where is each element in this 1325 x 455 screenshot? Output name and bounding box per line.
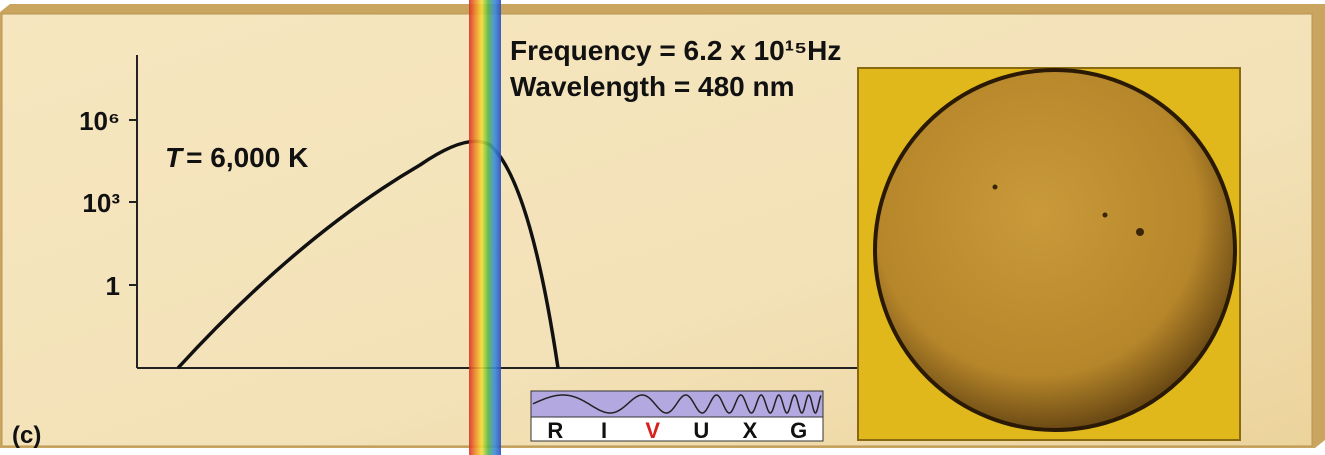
spectrum-wave	[532, 394, 822, 414]
temperature-symbol: T	[165, 142, 185, 173]
band-label: G	[790, 418, 807, 443]
frequency: Frequency = 6.2 x 10¹⁵Hz	[510, 35, 841, 66]
band-label: V	[645, 418, 660, 443]
sunspot	[1136, 228, 1144, 236]
band-label: U	[693, 418, 709, 443]
band-label: I	[601, 418, 607, 443]
sunspot	[992, 184, 998, 190]
tick-label: 1	[106, 271, 120, 301]
tick-label: 10³	[82, 188, 120, 218]
sun-disk	[873, 68, 1237, 432]
temperature-value: = 6,000 K	[186, 142, 308, 173]
wavelength: Wavelength = 480 nm	[510, 71, 795, 102]
panel-label: (c)	[12, 422, 41, 449]
band-label: R	[547, 418, 563, 443]
band-label: X	[743, 418, 758, 443]
tick-label: 10⁶	[79, 106, 120, 136]
spectrum-label-box	[530, 416, 824, 442]
blackbody-curve	[176, 139, 560, 370]
sunspot	[1102, 212, 1108, 218]
rainbow-band	[469, 0, 501, 455]
temperature-label: T = 6,000 K	[165, 142, 308, 173]
